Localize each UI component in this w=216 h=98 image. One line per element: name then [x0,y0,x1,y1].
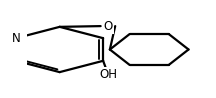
Text: N: N [12,32,21,45]
Text: OH: OH [99,68,117,81]
Text: O: O [103,20,113,33]
